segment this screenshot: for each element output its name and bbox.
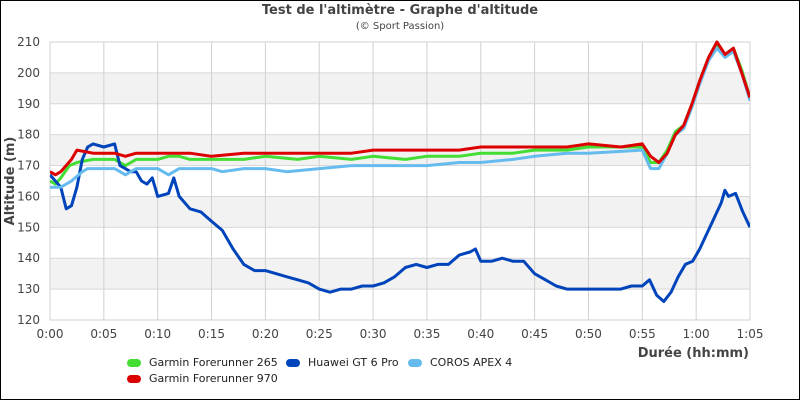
legend-item-garmin-265: Garmin Forerunner 265 xyxy=(127,356,278,369)
legend-label: Huawei GT 6 Pro xyxy=(308,356,399,369)
x-axis-label: Durée (hh:mm) xyxy=(638,346,749,361)
grid-bands xyxy=(50,42,750,320)
y-axis-label: Altitude (m) xyxy=(3,137,18,226)
y-tick-label: 190 xyxy=(17,97,40,111)
chart-title: Test de l'altimètre - Graphe d'altitude xyxy=(261,3,539,18)
x-tick-label: 0:00 xyxy=(37,327,64,341)
x-axis-ticks: 0:00 0:05 0:10 0:15 0:20 0:25 0:30 0:35 0:40 0:45… xyxy=(37,327,764,341)
y-tick-label: 150 xyxy=(17,220,40,234)
y-tick-label: 120 xyxy=(17,313,40,327)
y-tick-label: 200 xyxy=(17,66,40,80)
x-tick-label: 1:05 xyxy=(737,327,764,341)
x-tick-label: 0:35 xyxy=(413,327,440,341)
y-tick-label: 180 xyxy=(17,128,40,142)
x-tick-label: 1:00 xyxy=(683,327,710,341)
legend-swatch xyxy=(127,358,141,367)
series-line xyxy=(50,142,750,303)
x-tick-label: 0:20 xyxy=(252,327,279,341)
x-tick-label: 0:15 xyxy=(198,327,225,341)
legend-label: Garmin Forerunner 970 xyxy=(149,372,278,385)
x-tick-label: 0:10 xyxy=(144,327,171,341)
x-tick-label: 0:40 xyxy=(467,327,494,341)
y-tick-label: 160 xyxy=(17,189,40,203)
y-tick-label: 140 xyxy=(17,251,40,265)
legend-swatch xyxy=(127,374,141,383)
x-tick-label: 0:55 xyxy=(629,327,656,341)
y-tick-label: 210 xyxy=(17,35,40,49)
legend-swatch xyxy=(408,358,422,367)
legend-item-huawei-gt6: Huawei GT 6 Pro xyxy=(286,356,399,369)
chart-subtitle: (© Sport Passion) xyxy=(355,21,445,32)
data-series xyxy=(50,40,750,303)
y-axis-ticks: 120 130 140 150 160 170 180 190 200 210 xyxy=(17,35,40,327)
legend-item-coros-apex4: COROS APEX 4 xyxy=(408,356,512,369)
legend-item-garmin-970: Garmin Forerunner 970 xyxy=(127,372,278,385)
series-line xyxy=(50,40,750,177)
legend-swatch xyxy=(286,358,300,367)
x-tick-label: 0:50 xyxy=(575,327,602,341)
legend-label: COROS APEX 4 xyxy=(430,356,513,369)
y-tick-label: 170 xyxy=(17,159,40,173)
x-tick-label: 0:30 xyxy=(360,327,387,341)
y-tick-label: 130 xyxy=(17,282,40,296)
x-tick-label: 0:25 xyxy=(306,327,333,341)
legend-label: Garmin Forerunner 265 xyxy=(149,356,278,369)
x-tick-label: 0:05 xyxy=(90,327,117,341)
x-tick-label: 0:45 xyxy=(521,327,548,341)
